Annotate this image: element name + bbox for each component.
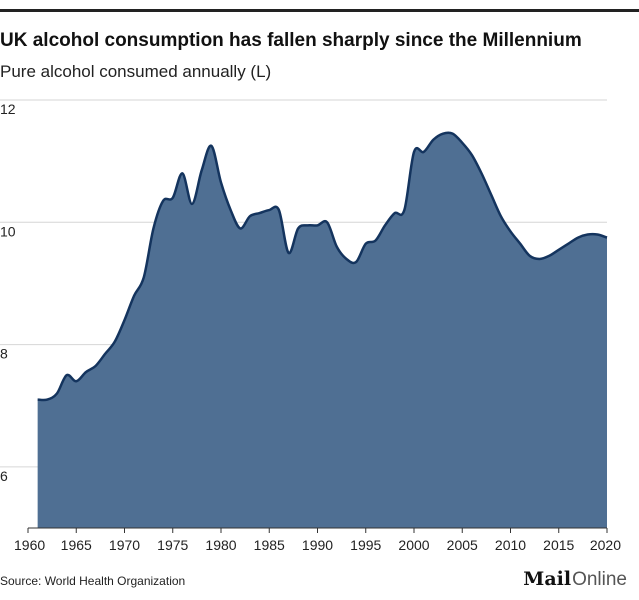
x-tick-label-1990: 1990	[302, 537, 333, 553]
x-tick-label-1965: 1965	[61, 537, 92, 553]
x-tick-label-1970: 1970	[109, 537, 140, 553]
source-note: Source: World Health Organization	[0, 574, 186, 588]
area-series	[37, 131, 608, 528]
x-axis-labels: 1960 1965 1970 1975 1980 1985 1990 1995 2000 2005…	[14, 537, 621, 553]
x-tick-label-2015: 2015	[543, 537, 574, 553]
mail-online-logo: MailOnline	[523, 568, 627, 591]
series-line	[37, 131, 608, 402]
x-tick-label-2000: 2000	[398, 537, 429, 553]
y-axis-labels: 6 8 10 12	[0, 101, 16, 484]
top-rule	[0, 9, 639, 12]
chart-subtitle: Pure alcohol consumed annually (L)	[0, 62, 272, 81]
x-tick-label-2005: 2005	[447, 537, 478, 553]
x-axis	[27, 527, 608, 533]
x-tick-label-1995: 1995	[350, 537, 381, 553]
area-fill	[37, 132, 607, 528]
area-chart: 6 8 10 12 1960 1965 1970 1975 1980 1985 1990 1995 2…	[0, 99, 621, 553]
brand-online: Online	[572, 569, 627, 590]
y-tick-label-6: 6	[0, 468, 8, 484]
x-tick-label-1975: 1975	[157, 537, 188, 553]
brand-mail: Mail	[523, 568, 572, 590]
y-tick-label-12: 12	[0, 101, 16, 117]
x-tick-label-2020: 2020	[590, 537, 621, 553]
x-tick-label-1980: 1980	[205, 537, 236, 553]
y-tick-label-10: 10	[0, 223, 16, 239]
chart-title: UK alcohol consumption has fallen sharpl…	[0, 30, 582, 51]
x-tick-label-1985: 1985	[254, 537, 285, 553]
x-tick-label-2010: 2010	[495, 537, 526, 553]
y-tick-label-8: 8	[0, 346, 8, 362]
x-tick-label-1960: 1960	[14, 537, 45, 553]
